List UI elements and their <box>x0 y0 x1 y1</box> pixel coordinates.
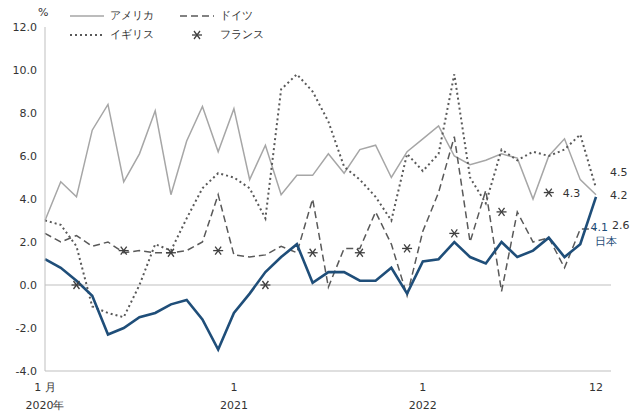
svg-text:1: 1 <box>230 381 237 394</box>
svg-text:2.0: 2.0 <box>20 236 38 249</box>
svg-text:0.0: 0.0 <box>20 279 38 292</box>
svg-text:12: 12 <box>589 381 603 394</box>
html-text:アメリカ: アメリカ <box>110 9 154 22</box>
html-text:ドイツ: ドイツ <box>220 9 253 22</box>
svg-text:12.0: 12.0 <box>13 21 38 34</box>
svg-text:2021: 2021 <box>220 399 248 412</box>
svg-text:1: 1 <box>419 381 426 394</box>
svg-text:-2.0: -2.0 <box>16 322 37 335</box>
html-text:フランス: フランス <box>220 28 264 41</box>
svg-text:6.0: 6.0 <box>20 150 38 163</box>
svg-text:4.3: 4.3 <box>563 187 581 200</box>
svg-text:10.0: 10.0 <box>13 64 38 77</box>
svg-text:4.1: 4.1 <box>591 221 609 234</box>
svg-text:4.0: 4.0 <box>20 193 38 206</box>
svg-text:4.5: 4.5 <box>610 166 628 179</box>
svg-text:2020年: 2020年 <box>26 399 65 412</box>
svg-text:日本: 日本 <box>595 235 617 248</box>
svg-text:-4.0: -4.0 <box>16 365 37 378</box>
svg-text:8.0: 8.0 <box>20 107 38 120</box>
html-text:イギリス: イギリス <box>110 28 154 41</box>
svg-text:2.6: 2.6 <box>612 219 630 232</box>
svg-text:2022: 2022 <box>409 399 437 412</box>
svg-text:1 月: 1 月 <box>34 381 56 394</box>
svg-text:4.2: 4.2 <box>610 189 628 202</box>
